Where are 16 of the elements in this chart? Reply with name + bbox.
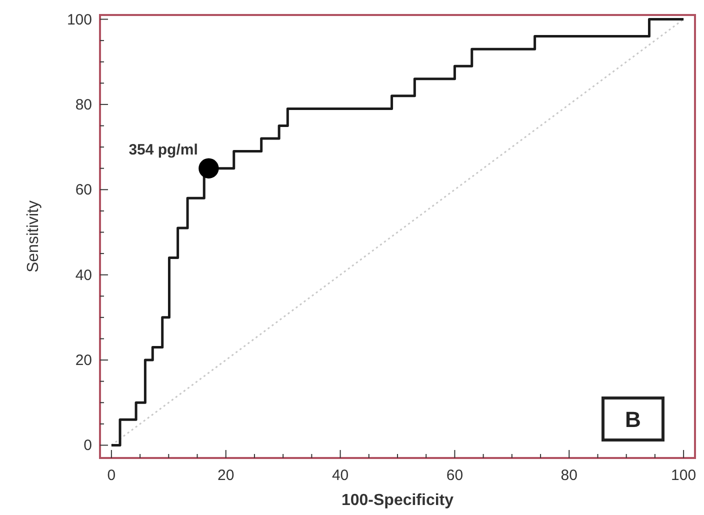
x-axis-title: 100-Specificity	[341, 492, 454, 509]
y-axis-title: Sensitivity	[25, 200, 42, 273]
y-tick-label: 100	[66, 11, 92, 28]
y-tick-label: 80	[75, 96, 92, 114]
x-tick-label: 0	[107, 467, 116, 484]
y-tick-label: 0	[84, 437, 92, 454]
y-tick-label: 60	[75, 182, 92, 199]
x-tick-label: 60	[446, 467, 464, 484]
x-tick-label: 80	[560, 467, 578, 484]
annotation: B	[625, 407, 641, 432]
x-tick-label: 40	[332, 467, 349, 484]
y-tick-label: 20	[75, 352, 92, 370]
x-tick-label: 20	[218, 467, 234, 484]
y-tick-label: 40	[75, 266, 92, 284]
x-tick-label: 100	[671, 467, 696, 484]
annotation: 354 pg/ml	[128, 141, 198, 158]
